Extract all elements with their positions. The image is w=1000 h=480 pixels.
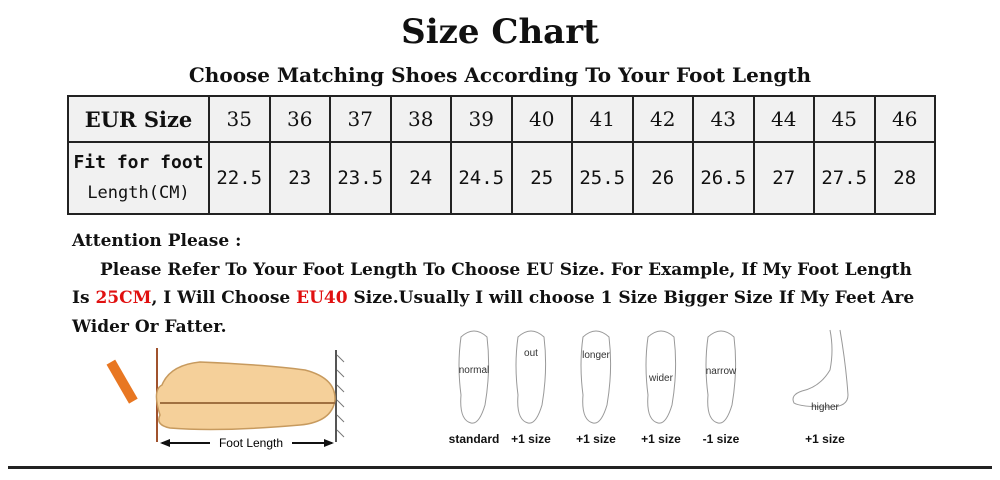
header-line-1: Fit for foot bbox=[73, 152, 204, 173]
foot-length-cell: 26 bbox=[631, 141, 694, 215]
foot-length-cell: 24 bbox=[389, 141, 452, 215]
longer-foot-icon bbox=[580, 330, 612, 424]
foot-length-cell: 22.5 bbox=[208, 141, 271, 215]
highlight-eu40: EU40 bbox=[296, 288, 348, 308]
foot-length-cell: 26.5 bbox=[692, 141, 755, 215]
eur-size-cell: 37 bbox=[329, 95, 392, 143]
eur-size-cell: 46 bbox=[873, 95, 936, 143]
highlight-25cm: 25CM bbox=[95, 288, 152, 308]
eur-size-cell: 35 bbox=[208, 95, 271, 143]
page-title: Size Chart bbox=[401, 12, 599, 52]
foot-length-header: Fit for foot Length(CM) bbox=[67, 141, 210, 215]
foot-length-label: Foot Length bbox=[219, 436, 283, 450]
foot-measure-illustration: Foot Length bbox=[106, 348, 345, 450]
pencil-icon bbox=[106, 359, 138, 404]
header-line-2: Length(CM) bbox=[87, 183, 190, 203]
foot-length-cell: 27 bbox=[752, 141, 815, 215]
page-subtitle: Choose Matching Shoes According To Your … bbox=[188, 63, 812, 87]
foot-length-cell: 23.5 bbox=[329, 141, 392, 215]
size-table: EUR Size 35 36 37 38 39 40 41 42 43 44 45 46 Fit fo… bbox=[67, 95, 936, 215]
foot-note: wider bbox=[649, 373, 673, 384]
foot-length-cell: 25 bbox=[510, 141, 573, 215]
foot-note: longer bbox=[582, 350, 610, 361]
foot-note: narrow bbox=[705, 366, 737, 377]
eur-size-cell: 39 bbox=[450, 95, 513, 143]
normal-foot-icon bbox=[458, 330, 490, 424]
size-adjustment-label: +1 size bbox=[511, 432, 551, 446]
eur-size-cell: 43 bbox=[692, 95, 755, 143]
bottom-rule bbox=[8, 466, 992, 469]
foot-length-cell: 27.5 bbox=[813, 141, 876, 215]
foot-note: out bbox=[524, 348, 538, 359]
size-adjustment-label: +1 size bbox=[641, 432, 681, 446]
foot-length-cell: 24.5 bbox=[450, 141, 513, 215]
attention-text: Please Refer To Your Foot Length To Choo… bbox=[72, 259, 915, 337]
eur-size-cell: 36 bbox=[268, 95, 331, 143]
size-adjustment-label: +1 size bbox=[805, 432, 845, 446]
size-adjustment-label: +1 size bbox=[576, 432, 616, 446]
eur-size-cell: 45 bbox=[813, 95, 876, 143]
foot-note: normal bbox=[458, 365, 490, 376]
eur-size-cell: 44 bbox=[752, 95, 815, 143]
size-adjustment-label: standard bbox=[448, 432, 500, 446]
size-adjustment-label: -1 size bbox=[702, 432, 740, 446]
eur-size-cell: 42 bbox=[631, 95, 694, 143]
foot-length-cell: 25.5 bbox=[571, 141, 634, 215]
out-foot-icon bbox=[515, 330, 547, 424]
foot-note: higher bbox=[811, 402, 839, 413]
eur-size-cell: 41 bbox=[571, 95, 634, 143]
eur-size-cell: 38 bbox=[389, 95, 452, 143]
foot-length-row: Fit for foot Length(CM) 22.5 23 23.5 24 24.5… bbox=[67, 141, 936, 215]
attention-heading: Attention Please : bbox=[72, 231, 242, 251]
eur-size-row: EUR Size 35 36 37 38 39 40 41 42 43 44 45 46 bbox=[67, 95, 936, 143]
foot-length-cell: 23 bbox=[268, 141, 331, 215]
eur-size-cell: 40 bbox=[510, 95, 573, 143]
attention-note: Attention Please : Please Refer To Your … bbox=[72, 227, 932, 341]
higher-foot-icon bbox=[792, 329, 849, 408]
wider-foot-icon bbox=[645, 330, 677, 424]
eur-size-header: EUR Size bbox=[67, 95, 210, 143]
narrow-foot-icon bbox=[705, 330, 737, 424]
foot-length-cell: 28 bbox=[873, 141, 936, 215]
